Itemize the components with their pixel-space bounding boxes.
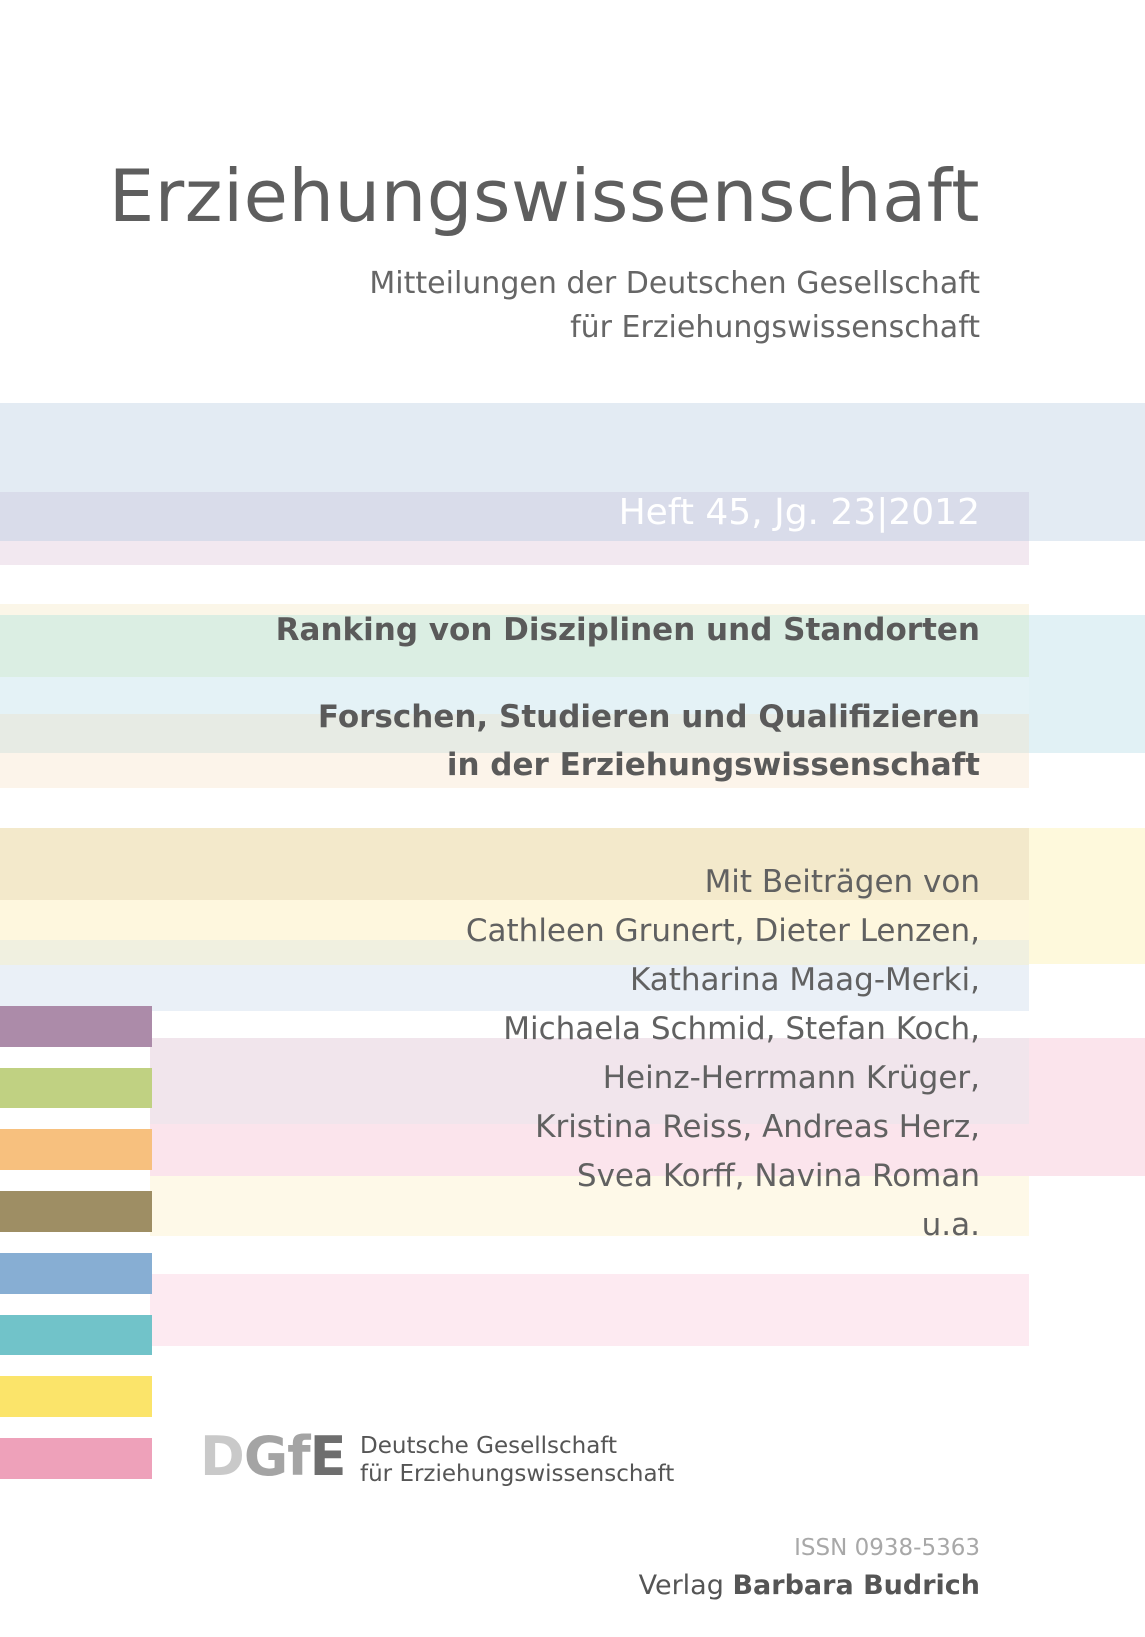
- subtitle-line-2: für Erziehungswissenschaft: [570, 310, 980, 345]
- logo-text-line-1: Deutsche Gesellschaft: [360, 1433, 618, 1459]
- issue-label: Heft 45, Jg. 23|2012: [618, 492, 980, 533]
- logo-letter-f: f: [287, 1425, 310, 1488]
- band-mauve: [150, 1038, 1029, 1124]
- publisher-name: Barbara Budrich: [732, 1570, 980, 1601]
- band-lightyellow: [0, 900, 1029, 940]
- band-cream: [150, 1176, 1029, 1236]
- topic-ranking: Ranking von Disziplinen und Standorten: [275, 612, 980, 648]
- band-mint: [0, 615, 1029, 677]
- band-tan: [0, 828, 1029, 900]
- swatch-green: [0, 1068, 152, 1108]
- logo-letter-d: D: [200, 1425, 245, 1488]
- dgfe-logo: DGfE: [200, 1430, 347, 1484]
- topic-research: Forschen, Studieren und Qualifizieren in…: [318, 693, 980, 789]
- contributors-line: Michaela Schmid, Stefan Koch,: [503, 1011, 980, 1047]
- contributors-line: Cathleen Grunert, Dieter Lenzen,: [465, 913, 980, 949]
- journal-title: Erziehungswissenschaft: [108, 154, 980, 238]
- publisher-line: Verlag Barbara Budrich: [639, 1570, 980, 1601]
- band-lightblue: [0, 677, 1029, 714]
- publisher-prefix: Verlag: [638, 1570, 724, 1601]
- band-lavender: [0, 492, 1029, 541]
- swatch-orange: [0, 1129, 152, 1170]
- issn-number: ISSN 0938-5363: [794, 1535, 980, 1561]
- journal-subtitle: Mitteilungen der Deutschen Gesellschaft …: [369, 262, 980, 350]
- swatch-purple: [0, 1006, 152, 1047]
- dgfe-logo-text: Deutsche Gesellschaft für Erziehungswiss…: [360, 1432, 674, 1488]
- band-pink-lower: [150, 1274, 1029, 1346]
- logo-letter-g: G: [243, 1425, 288, 1488]
- band-pale-blue: [0, 965, 1029, 1011]
- logo-text-line-2: für Erziehungswissenschaft: [360, 1461, 675, 1487]
- contributors-line: Heinz-Herrmann Krüger,: [602, 1060, 980, 1096]
- contributors-line: Mit Beiträgen von: [704, 864, 980, 900]
- band-cream-thin: [0, 604, 1029, 615]
- subtitle-line-1: Mitteilungen der Deutschen Gesellschaft: [369, 266, 980, 301]
- topic-research-line-2: in der Erziehungswissenschaft: [446, 747, 980, 783]
- topic-research-line-1: Forschen, Studieren und Qualifizieren: [317, 699, 980, 735]
- band-peach: [0, 753, 1029, 788]
- swatch-blue: [0, 1253, 152, 1294]
- band-pink-thin: [0, 541, 1029, 565]
- contributors-line: Svea Korff, Navina Roman: [576, 1158, 980, 1194]
- swatch-yellow: [0, 1376, 152, 1417]
- logo-letter-e: E: [309, 1425, 347, 1488]
- contributors-line: Kristina Reiss, Andreas Herz,: [535, 1109, 980, 1145]
- swatch-pink: [0, 1438, 152, 1479]
- band-olive-pale: [0, 940, 1029, 965]
- swatch-teal: [0, 1315, 152, 1355]
- contributors-list: Mit Beiträgen von Cathleen Grunert, Diet…: [466, 858, 980, 1250]
- contributors-line: u.a.: [921, 1207, 980, 1243]
- swatch-brown: [0, 1191, 152, 1232]
- contributors-line: Katharina Maag-Merki,: [629, 962, 980, 998]
- band-gray-green: [0, 714, 1029, 753]
